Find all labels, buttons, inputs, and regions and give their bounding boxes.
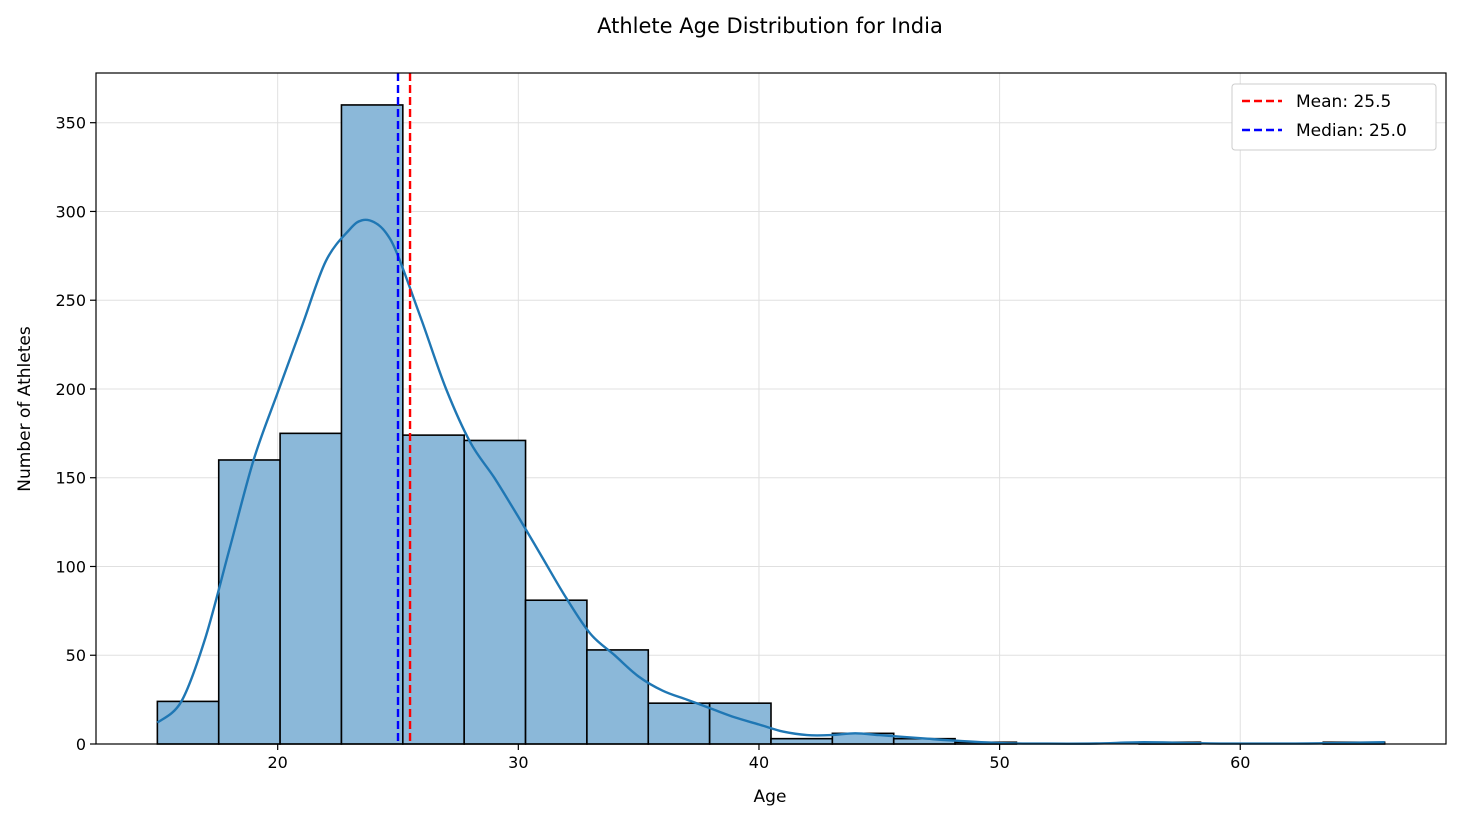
- legend-label: Median: 25.0: [1296, 121, 1407, 141]
- x-tick-label: 50: [989, 753, 1009, 772]
- histogram-bar: [770, 737, 834, 745]
- x-tick-label: 20: [268, 753, 288, 772]
- y-tick-label: 150: [55, 469, 86, 488]
- legend-label: Mean: 25.5: [1296, 92, 1391, 112]
- histogram-bar: [402, 434, 465, 745]
- y-tick-label: 250: [55, 291, 86, 310]
- histogram-bar: [463, 439, 527, 745]
- chart-title: Athlete Age Distribution for India: [597, 14, 943, 38]
- y-tick-label: 300: [55, 202, 86, 221]
- histogram-bar: [279, 432, 343, 745]
- histogram-bar: [340, 104, 404, 745]
- y-axis-ticks: 0 50 100 150 200 250 300 350: [55, 114, 96, 754]
- x-tick-label: 40: [749, 753, 769, 772]
- legend-box: [1231, 83, 1437, 151]
- histogram-bar: [708, 702, 772, 745]
- histogram-bar: [586, 649, 650, 745]
- y-tick-label: 50: [66, 646, 86, 665]
- y-tick-label: 200: [55, 380, 86, 399]
- histogram-bar: [524, 599, 588, 745]
- y-tick-label: 100: [55, 557, 86, 576]
- x-tick-label: 30: [508, 753, 528, 772]
- x-tick-label: 60: [1230, 753, 1250, 772]
- legend: Mean: 25.5 Median: 25.0: [1231, 83, 1437, 151]
- histogram-bars: [156, 104, 1386, 745]
- y-tick-label: 0: [76, 735, 86, 754]
- histogram-bar: [156, 700, 220, 745]
- reference-lines: [396, 73, 412, 744]
- y-tick-label: 350: [55, 114, 86, 133]
- histogram-bar: [217, 459, 281, 745]
- y-axis-label: Number of Athletes: [15, 326, 35, 492]
- x-axis-ticks: 20 30 40 50 60: [268, 744, 1250, 772]
- plot-frame: [95, 72, 1447, 745]
- x-axis-label: Age: [754, 787, 787, 807]
- histogram-bar: [647, 702, 711, 745]
